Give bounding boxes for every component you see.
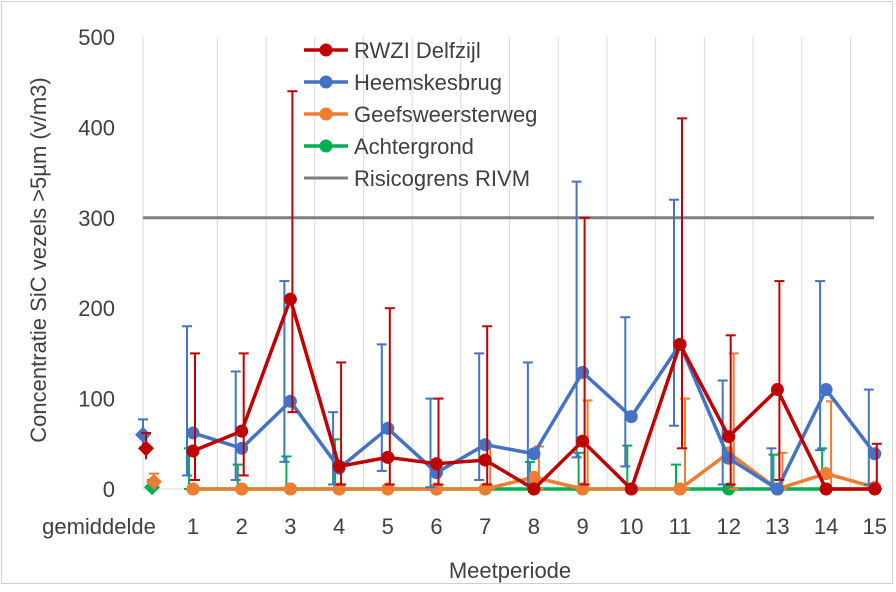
x-tick-label: 9 bbox=[576, 514, 588, 539]
data-point-rwzi-delfzijl bbox=[186, 444, 200, 458]
data-point-heemskesbrug bbox=[186, 426, 200, 440]
x-tick-label: gemiddelde bbox=[42, 514, 156, 539]
legend-marker bbox=[319, 139, 333, 153]
x-tick-label: 13 bbox=[765, 514, 789, 539]
legend-label: Geefsweersterweg bbox=[354, 102, 537, 127]
data-point-rwzi-delfzijl bbox=[235, 424, 249, 438]
data-point-heemskesbrug bbox=[576, 365, 590, 379]
x-tick-label: 14 bbox=[814, 514, 838, 539]
y-tick-label: 300 bbox=[78, 206, 115, 231]
x-tick-label: 5 bbox=[382, 514, 394, 539]
data-point-rwzi-delfzijl bbox=[478, 453, 492, 467]
data-point-rwzi-delfzijl bbox=[770, 383, 784, 397]
average-marker-heemskesbrug bbox=[135, 426, 151, 443]
data-point-geefsweersterweg bbox=[235, 482, 249, 496]
data-point-rwzi-delfzijl bbox=[430, 457, 443, 471]
legend-marker bbox=[319, 75, 333, 89]
x-tick-label: 10 bbox=[619, 514, 643, 539]
x-tick-label: 3 bbox=[284, 514, 296, 539]
data-point-heemskesbrug bbox=[283, 394, 297, 408]
data-point-rwzi-delfzijl bbox=[576, 434, 590, 448]
data-point-geefsweersterweg bbox=[478, 482, 492, 496]
legend-label: Heemskesbrug bbox=[354, 70, 502, 95]
data-point-rwzi-delfzijl bbox=[722, 430, 736, 444]
data-point-heemskesbrug bbox=[478, 438, 492, 452]
legend-label: RWZI Delfzijl bbox=[354, 38, 481, 63]
x-tick-label: 8 bbox=[528, 514, 540, 539]
data-point-geefsweersterweg bbox=[576, 482, 590, 496]
x-tick-label: 11 bbox=[669, 514, 692, 539]
average-marker-rwzi-delfzijl bbox=[138, 440, 154, 457]
data-point-geefsweersterweg bbox=[283, 482, 297, 496]
legend-label: Risicogrens RIVM bbox=[354, 166, 530, 191]
data-point-geefsweersterweg bbox=[527, 470, 541, 484]
x-axis-title: Meetperiode bbox=[449, 558, 571, 583]
x-tick-label: 7 bbox=[479, 514, 491, 539]
y-tick-label: 500 bbox=[78, 25, 115, 50]
y-tick-label: 0 bbox=[103, 477, 115, 502]
y-tick-label: 100 bbox=[78, 387, 115, 412]
data-point-heemskesbrug bbox=[527, 447, 541, 461]
y-tick-label: 400 bbox=[78, 115, 115, 140]
data-point-heemskesbrug bbox=[819, 383, 833, 397]
data-point-heemskesbrug bbox=[430, 466, 443, 480]
x-tick-label: 1 bbox=[187, 514, 199, 539]
average-marker-geefsweersterweg bbox=[146, 473, 162, 490]
data-point-geefsweersterweg bbox=[673, 482, 687, 496]
x-tick-label: 6 bbox=[430, 514, 442, 539]
data-point-rwzi-delfzijl bbox=[527, 482, 541, 496]
legend-marker bbox=[319, 107, 333, 121]
x-tick-label: 15 bbox=[863, 514, 887, 539]
data-point-rwzi-delfzijl bbox=[868, 482, 882, 496]
data-point-rwzi-delfzijl bbox=[673, 337, 687, 351]
data-point-heemskesbrug bbox=[235, 441, 249, 455]
data-point-heemskesbrug bbox=[624, 410, 638, 424]
data-point-rwzi-delfzijl bbox=[283, 292, 297, 306]
data-point-geefsweersterweg bbox=[430, 482, 443, 496]
x-tick-label: 2 bbox=[236, 514, 248, 539]
data-point-rwzi-delfzijl bbox=[381, 450, 395, 464]
data-point-heemskesbrug bbox=[868, 447, 882, 461]
data-point-heemskesbrug bbox=[722, 451, 736, 465]
data-point-rwzi-delfzijl bbox=[624, 482, 638, 496]
data-point-geefsweersterweg bbox=[381, 482, 395, 496]
data-point-heemskesbrug bbox=[770, 482, 784, 496]
data-point-geefsweersterweg bbox=[186, 482, 200, 496]
x-tick-label: 12 bbox=[716, 514, 740, 539]
y-axis-title: Concentratie SiC vezels >5µm (v/m3) bbox=[26, 77, 51, 442]
legend-marker bbox=[319, 43, 333, 57]
data-point-geefsweersterweg bbox=[332, 482, 346, 496]
data-point-rwzi-delfzijl bbox=[332, 459, 346, 473]
data-point-geefsweersterweg bbox=[819, 467, 833, 481]
data-point-heemskesbrug bbox=[381, 421, 395, 435]
x-tick-label: 4 bbox=[333, 514, 345, 539]
y-tick-label: 200 bbox=[78, 296, 115, 321]
data-point-rwzi-delfzijl bbox=[819, 482, 833, 496]
legend-label: Achtergrond bbox=[354, 134, 474, 159]
